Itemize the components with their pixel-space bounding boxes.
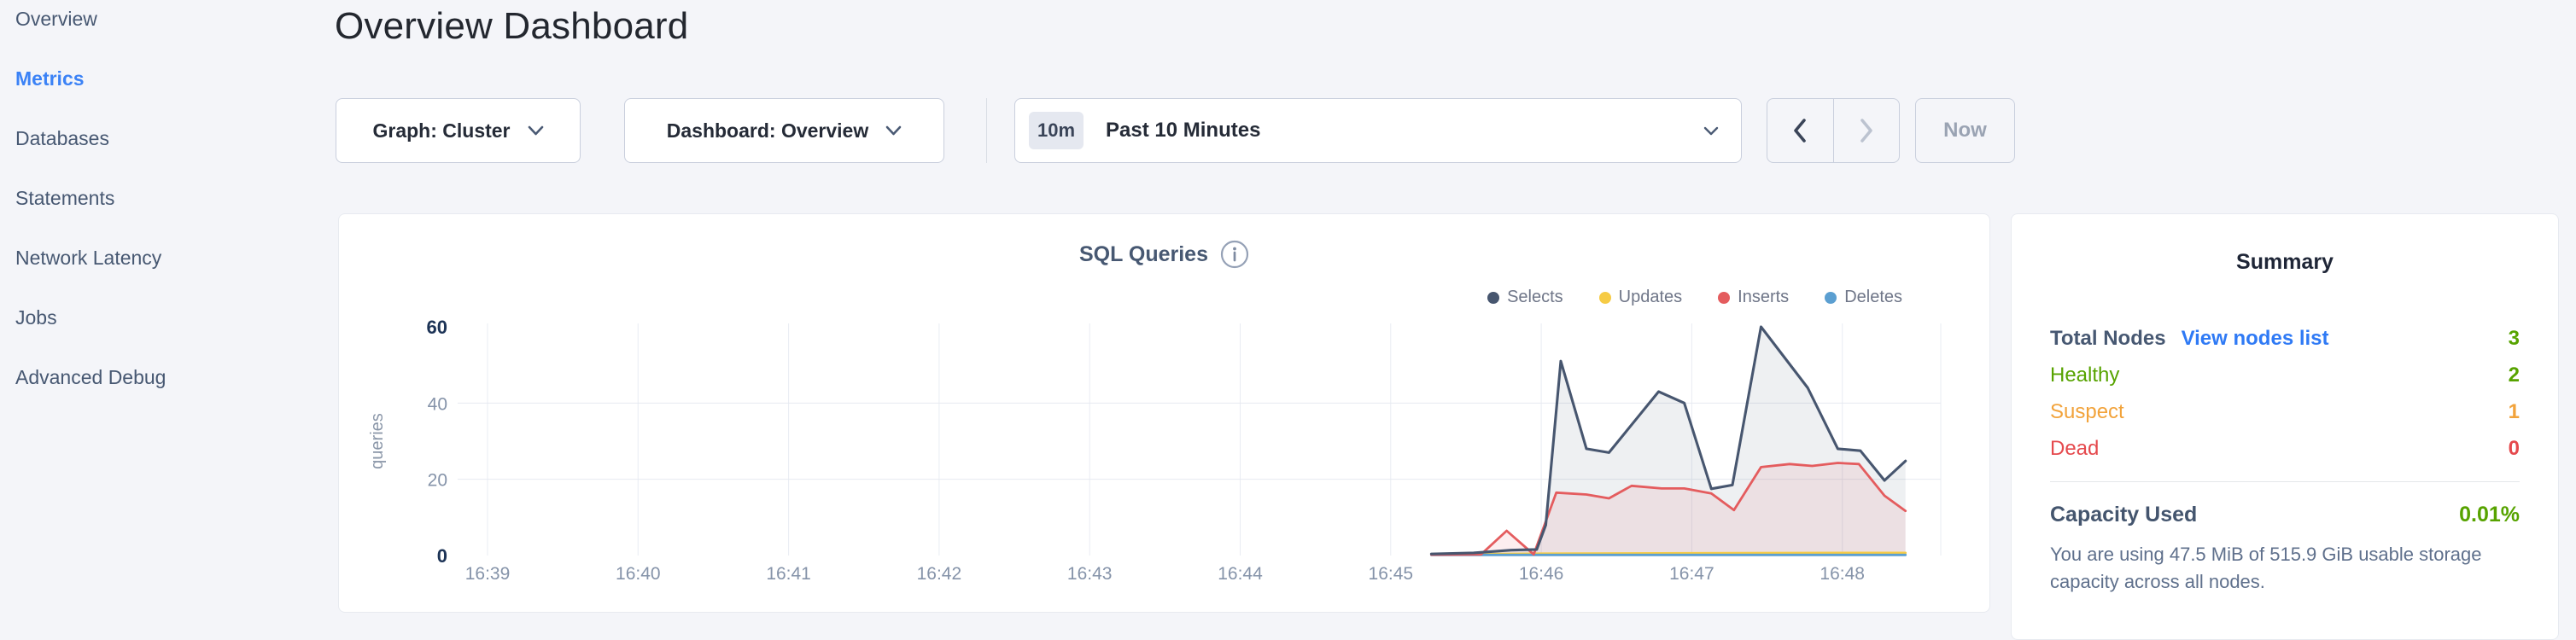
- svg-text:40: 40: [428, 394, 447, 414]
- time-window-badge: 10m: [1029, 112, 1084, 149]
- now-button[interactable]: Now: [1915, 98, 2015, 163]
- chevron-right-icon: [1860, 119, 1872, 143]
- svg-text:16:40: 16:40: [616, 564, 661, 584]
- dashboard-dropdown[interactable]: Dashboard: Overview: [624, 98, 944, 163]
- chevron-down-icon: [1703, 126, 1719, 135]
- suspect-label: Suspect: [2050, 400, 2124, 423]
- graph-scope-label: Graph: Cluster: [372, 119, 511, 142]
- legend-label: Inserts: [1738, 288, 1790, 306]
- chart-title: SQL Queries: [1079, 241, 1208, 266]
- inserts-dot-icon: [1718, 291, 1731, 304]
- page-title: Overview Dashboard: [335, 5, 689, 47]
- capacity-value: 0.01%: [2459, 503, 2520, 527]
- suspect-value: 1: [2508, 400, 2520, 423]
- sidebar-item-network-latency[interactable]: Network Latency: [15, 247, 162, 269]
- svg-text:queries: queries: [368, 413, 387, 469]
- total-nodes-value: 3: [2508, 327, 2520, 350]
- capacity-row: Capacity Used 0.01%: [2050, 503, 2520, 527]
- capacity-label: Capacity Used: [2050, 503, 2198, 527]
- next-time-button[interactable]: [1834, 99, 1900, 162]
- selects-dot-icon: [1487, 291, 1500, 304]
- svg-text:16:44: 16:44: [1218, 564, 1263, 584]
- chevron-down-icon: [528, 125, 543, 136]
- sidebar-item-statements[interactable]: Statements: [15, 187, 115, 209]
- svg-text:0: 0: [437, 545, 447, 567]
- svg-text:16:46: 16:46: [1519, 564, 1564, 584]
- summary-title: Summary: [2236, 250, 2334, 274]
- svg-text:16:48: 16:48: [1820, 564, 1865, 584]
- updates-dot-icon: [1598, 291, 1611, 304]
- summary-rows: Total Nodes View nodes list 3 Healthy 2 …: [2050, 329, 2520, 596]
- svg-text:16:42: 16:42: [917, 564, 962, 584]
- svg-text:60: 60: [427, 317, 447, 338]
- svg-text:16:39: 16:39: [465, 564, 511, 584]
- time-window-label: Past 10 Minutes: [1106, 119, 1261, 142]
- healthy-row: Healthy 2: [2050, 365, 2520, 386]
- info-icon[interactable]: [1220, 240, 1249, 269]
- sidebar: Overview Metrics Databases Statements Ne…: [0, 0, 348, 387]
- svg-text:16:47: 16:47: [1669, 564, 1714, 584]
- legend-item-selects[interactable]: Selects: [1487, 288, 1563, 307]
- svg-text:16:45: 16:45: [1369, 564, 1414, 584]
- sidebar-item-metrics[interactable]: Metrics: [15, 67, 85, 90]
- svg-text:20: 20: [428, 471, 447, 491]
- chart-legend: Selects Updates Inserts Deletes: [1487, 288, 1902, 307]
- sidebar-item-jobs[interactable]: Jobs: [15, 306, 57, 329]
- sql-queries-card: SQL Queries Selects Updates Inserts: [338, 213, 1990, 613]
- chart-header: SQL Queries: [339, 240, 1989, 269]
- chevron-left-icon: [1794, 119, 1807, 143]
- dead-row: Dead 0: [2050, 439, 2520, 459]
- total-nodes-label: Total Nodes: [2050, 327, 2166, 350]
- svg-text:16:41: 16:41: [766, 564, 811, 584]
- legend-label: Updates: [1618, 288, 1683, 306]
- graph-scope-dropdown[interactable]: Graph: Cluster: [336, 98, 581, 163]
- view-nodes-list-link[interactable]: View nodes list: [2181, 327, 2329, 350]
- legend-label: Deletes: [1844, 288, 1902, 306]
- legend-item-updates[interactable]: Updates: [1598, 288, 1683, 307]
- sql-queries-chart: 16:39 16:40 16:41 16:42 16:43 16:44 16:45 16:46…: [368, 317, 1942, 584]
- total-nodes-row: Total Nodes View nodes list 3: [2050, 329, 2520, 349]
- svg-text:16:43: 16:43: [1067, 564, 1113, 584]
- legend-item-inserts[interactable]: Inserts: [1718, 288, 1789, 307]
- time-window-dropdown[interactable]: 10m Past 10 Minutes: [1014, 98, 1742, 163]
- dead-value: 0: [2508, 437, 2520, 460]
- summary-divider: [2050, 481, 2520, 482]
- prev-time-button[interactable]: [1767, 99, 1834, 162]
- deletes-dot-icon: [1825, 291, 1837, 304]
- suspect-row: Suspect 1: [2050, 402, 2520, 422]
- legend-label: Selects: [1507, 288, 1563, 306]
- sidebar-item-databases[interactable]: Databases: [15, 127, 109, 149]
- legend-item-deletes[interactable]: Deletes: [1825, 288, 1902, 307]
- dashboard-label: Dashboard: Overview: [666, 119, 869, 142]
- healthy-value: 2: [2508, 364, 2520, 387]
- sidebar-item-advanced-debug[interactable]: Advanced Debug: [15, 366, 166, 388]
- chevron-down-icon: [885, 125, 902, 136]
- capacity-description: You are using 47.5 MiB of 515.9 GiB usab…: [2050, 544, 2482, 592]
- dead-label: Dead: [2050, 437, 2100, 460]
- healthy-label: Healthy: [2050, 364, 2120, 387]
- sidebar-item-overview[interactable]: Overview: [15, 8, 97, 30]
- time-pager: [1767, 98, 1900, 163]
- summary-panel: Summary Total Nodes View nodes list 3 He…: [2011, 213, 2559, 640]
- toolbar-divider: [986, 98, 987, 163]
